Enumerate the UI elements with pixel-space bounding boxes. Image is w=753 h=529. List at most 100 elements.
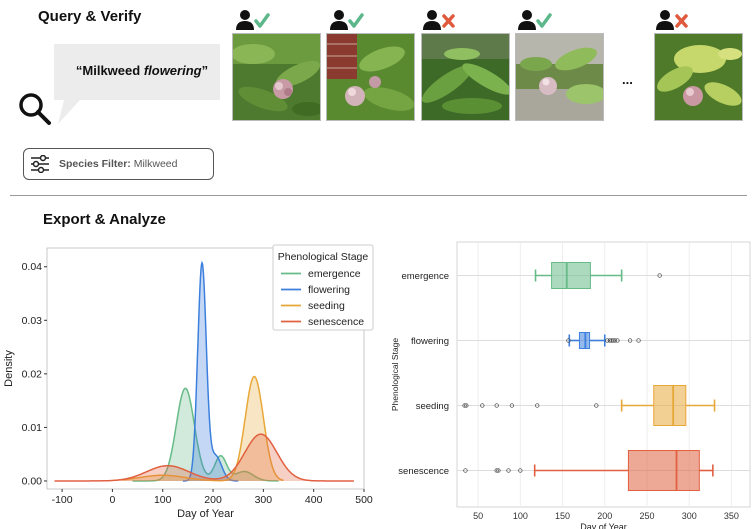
outlier-emergence [657, 273, 662, 278]
y-tick-label: 0.03 [22, 315, 43, 327]
cross-stroke [442, 14, 455, 28]
x-tick-label: 300 [682, 511, 697, 521]
x-tick-label: 100 [513, 511, 528, 521]
check-icon [536, 13, 552, 28]
x-tick-label: 0 [109, 494, 115, 506]
y-tick-label-senescence: senescence [398, 466, 449, 477]
legend-label-flowering: flowering [308, 284, 350, 296]
legend-label-emergence: emergence [308, 268, 361, 280]
box-seeding [653, 385, 687, 426]
x-axis-label: Day of Year [580, 522, 627, 529]
person-body [656, 21, 674, 30]
x-tick-label: -100 [52, 494, 73, 506]
density-line-emergence [132, 387, 279, 482]
density-chart: -100 0 100 200 300 400 500 0.00 0.01 0.02 0.03 0.04… [3, 244, 374, 520]
cross-icon [442, 14, 455, 28]
person-icon [660, 10, 670, 20]
y-tick-label: 0.01 [22, 422, 43, 434]
x-tick-label: 300 [255, 494, 273, 506]
density-fill-flowering [182, 262, 239, 481]
species-filter[interactable]: Species Filter: Milkweed [23, 148, 214, 180]
y-axis-label: Phenological Stage [390, 338, 400, 412]
outlier-flowering [612, 338, 618, 343]
person-icon [240, 10, 250, 20]
cross-icon [675, 14, 688, 28]
person-body [518, 21, 536, 30]
box-senescence [627, 450, 700, 491]
query-suffix: ” [201, 63, 209, 78]
boxplot-chart: 50 100 150 200 250 300 350 emergence flowering se… [390, 241, 751, 529]
y-tick-label-seeding: seeding [416, 401, 449, 412]
query-prefix: “Milkweed [75, 63, 144, 78]
photo-1-status [236, 10, 270, 30]
photo-1[interactable] [232, 33, 321, 121]
density-fill-senescence [54, 434, 354, 481]
legend-title: Phenological Stage [278, 251, 369, 263]
check-icon [348, 13, 364, 28]
x-tick-label: 50 [473, 511, 483, 521]
outlier-seeding [494, 403, 499, 408]
y-tick-label: 0.04 [22, 261, 43, 273]
photo-3-status [423, 10, 455, 30]
box-emergence [551, 262, 591, 289]
x-tick-label: 400 [305, 494, 323, 506]
y-axis-label: Density [3, 350, 15, 387]
filter-text: Species Filter: Milkweed [59, 158, 177, 170]
filter-label: Species Filter: [59, 158, 131, 170]
outlier-seeding [462, 403, 467, 408]
photo-5[interactable] [654, 33, 743, 121]
photo-4[interactable] [515, 33, 604, 121]
outlier-seeding [480, 403, 485, 408]
outlier-flowering [636, 338, 641, 343]
query-verify-title: Query & Verify [38, 8, 142, 25]
x-tick-label: 200 [204, 494, 222, 506]
person-icon [427, 10, 437, 20]
check-icon [254, 13, 270, 28]
x-tick-label: 350 [724, 511, 739, 521]
outlier-senescence [494, 468, 499, 473]
query-emphasis: flowering [143, 63, 202, 78]
legend-label-seeding: seeding [308, 300, 345, 312]
outlier-senescence [506, 468, 511, 473]
outlier-senescence [496, 468, 501, 473]
person-body [423, 21, 441, 30]
x-axis-label: Day of Year [177, 508, 234, 520]
search-icon[interactable] [17, 92, 53, 126]
photo-4-status [518, 10, 552, 30]
person-icon [522, 10, 532, 20]
outlier-seeding [535, 403, 540, 408]
filter-value: Milkweed [130, 158, 178, 170]
person-icon [334, 10, 344, 20]
outlier-senescence [518, 468, 523, 473]
query-bubble [54, 44, 220, 124]
cross-stroke [675, 14, 688, 28]
photo-3[interactable] [421, 33, 510, 121]
y-tick-label: 0.02 [22, 368, 43, 380]
section-divider [10, 195, 747, 196]
x-tick-label: 150 [555, 511, 570, 521]
outlier-seeding [464, 403, 469, 408]
plot-area [456, 241, 751, 508]
outlier-seeding [509, 403, 515, 408]
photo-2[interactable] [326, 33, 415, 121]
legend-box [272, 244, 374, 331]
x-tick-label: 250 [639, 511, 654, 521]
outlier-flowering [627, 338, 633, 343]
y-tick-label: 0.00 [22, 475, 43, 487]
outlier-seeding [594, 403, 599, 408]
photo-5-status [656, 10, 688, 30]
query-text: “Milkweed flowering” [72, 63, 212, 78]
density-line-senescence [54, 433, 354, 482]
photo-2-status [330, 10, 364, 30]
person-body [330, 21, 348, 30]
x-tick-label: 500 [355, 494, 373, 506]
x-tick-label: 100 [154, 494, 172, 506]
density-line-seeding [122, 375, 284, 482]
y-tick-label-flowering: flowering [411, 336, 449, 347]
outlier-flowering [611, 338, 616, 343]
filter-sliders-icon [31, 155, 49, 173]
outlier-senescence [463, 468, 468, 473]
person-body [236, 21, 254, 30]
outlier-flowering [566, 338, 571, 343]
legend-label-senescence: senescence [308, 316, 364, 328]
